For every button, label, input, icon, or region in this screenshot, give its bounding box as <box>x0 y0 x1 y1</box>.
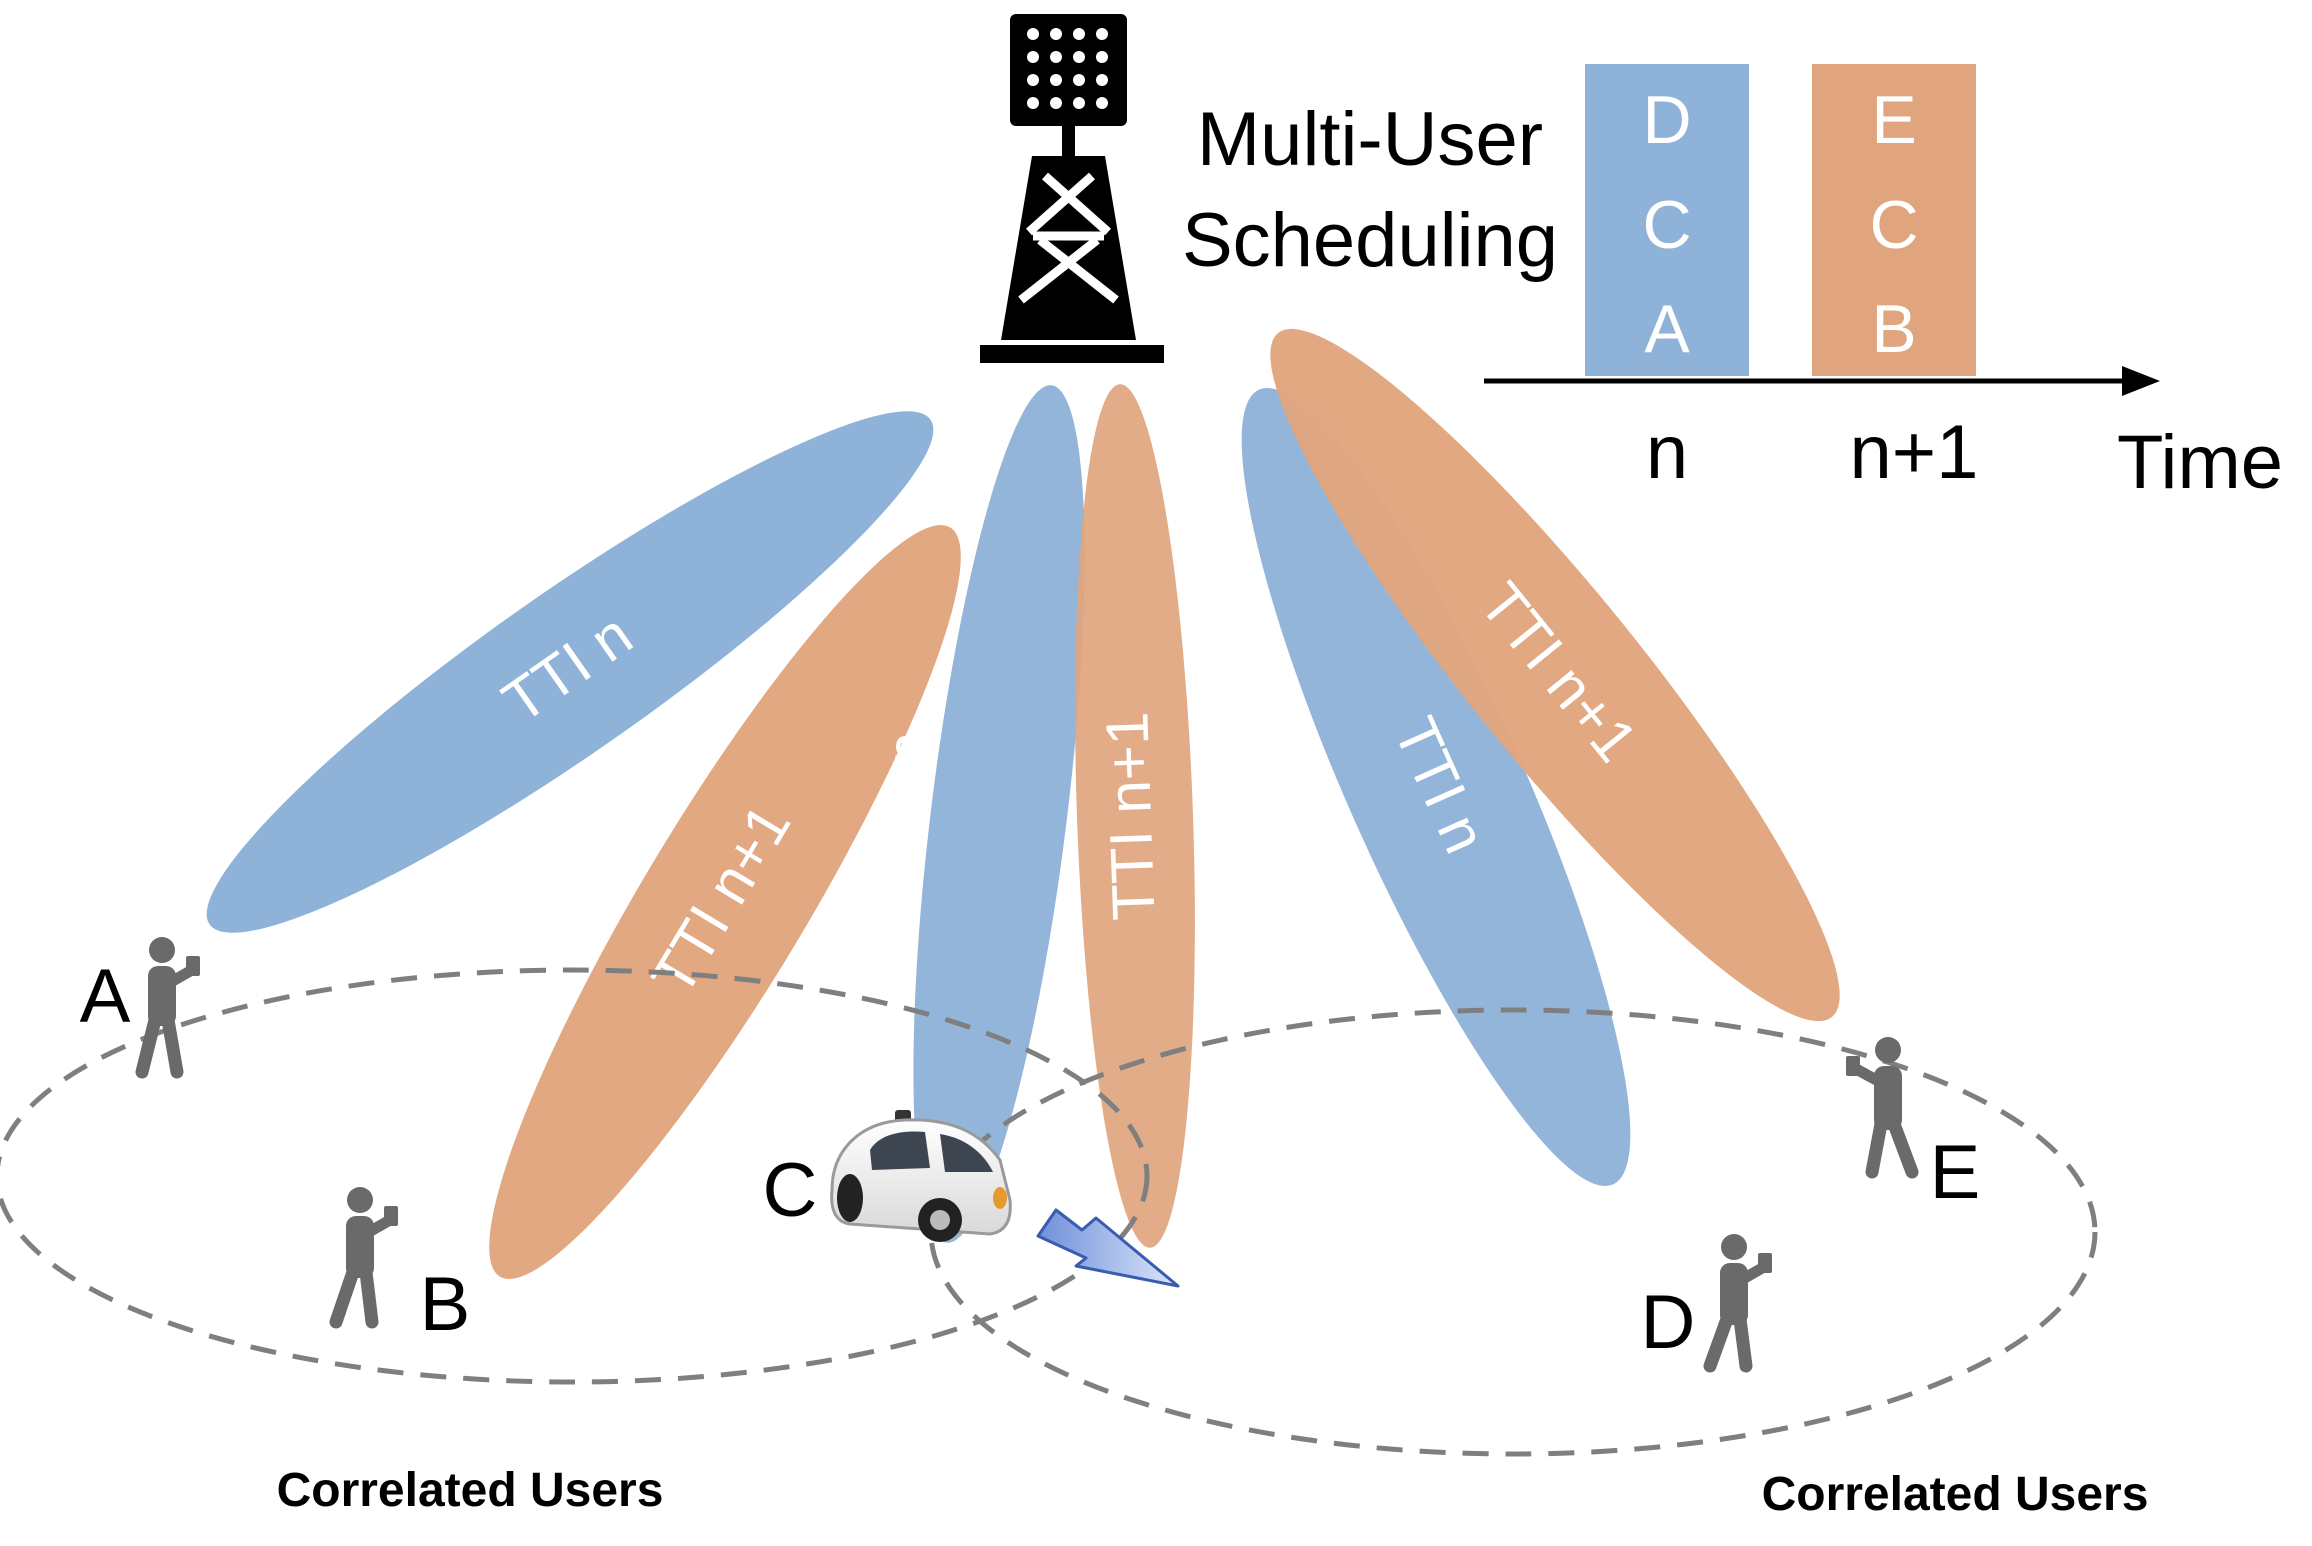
beam-e: TTI n <box>1241 387 1631 1187</box>
schedule-slot-n1-user-1: E <box>1871 82 1916 158</box>
user-a: A <box>80 937 200 1079</box>
beam-b-shape <box>489 525 961 1279</box>
beam-f-shape <box>1270 328 1840 1022</box>
schedule-slot-n1: E C B n+1 <box>1812 64 1978 495</box>
beam-c: TTI n <box>859 385 1085 1243</box>
schedule-slot-n1-label: n+1 <box>1850 410 1979 495</box>
group-left-ellipse <box>0 967 1150 1385</box>
user-b-label: B <box>420 1262 471 1347</box>
person-a-icon <box>135 937 200 1079</box>
user-c-label: C <box>763 1148 818 1233</box>
car-icon <box>830 1110 1012 1242</box>
user-b: B <box>329 1187 471 1347</box>
title-line-1: Multi-User <box>1197 97 1543 182</box>
group-right-label: Correlated Users <box>1762 1468 2149 1521</box>
schedule-slot-n1-user-3: B <box>1871 291 1916 367</box>
user-c: C <box>763 1110 1012 1242</box>
time-axis: Time <box>1484 366 2283 505</box>
user-e: E <box>1846 1037 1980 1215</box>
beam-c-shape <box>913 385 1085 1243</box>
schedule-slot-n-label: n <box>1646 410 1688 495</box>
person-e-icon <box>1846 1037 1919 1179</box>
schedule-slot-n1-user-2: C <box>1869 187 1918 263</box>
title-line-2: Scheduling <box>1182 198 1558 283</box>
beam-d-label: TTI n+1 <box>1093 711 1167 922</box>
beam-d-shape <box>1075 384 1195 1248</box>
group-right-ellipse <box>928 1007 2098 1457</box>
base-station-icon <box>980 14 1164 363</box>
schedule-slot-n-block <box>1585 64 1749 376</box>
person-b-icon <box>329 1187 398 1329</box>
beam-e-shape <box>1241 387 1631 1187</box>
schedule-slot-n-user-3: A <box>1644 291 1690 367</box>
user-d: D <box>1641 1234 1772 1373</box>
group-left-label: Correlated Users <box>277 1464 664 1517</box>
beam-d: TTI n+1 <box>1075 384 1195 1248</box>
user-d-label: D <box>1641 1280 1696 1365</box>
schedule-slot-n-user-2: C <box>1642 187 1691 263</box>
user-e-label: E <box>1930 1130 1981 1215</box>
time-axis-label: Time <box>2117 420 2283 505</box>
schedule-slot-n-user-1: D <box>1642 82 1691 158</box>
person-d-icon <box>1703 1234 1772 1373</box>
user-a-label: A <box>80 954 131 1039</box>
beam-a: TTI n <box>206 411 934 933</box>
schedule-slot-n: D C A n <box>1585 64 1749 495</box>
movement-arrow-icon <box>1036 1208 1180 1288</box>
schedule-slot-n1-block <box>1812 64 1976 376</box>
beam-a-shape <box>206 411 934 933</box>
